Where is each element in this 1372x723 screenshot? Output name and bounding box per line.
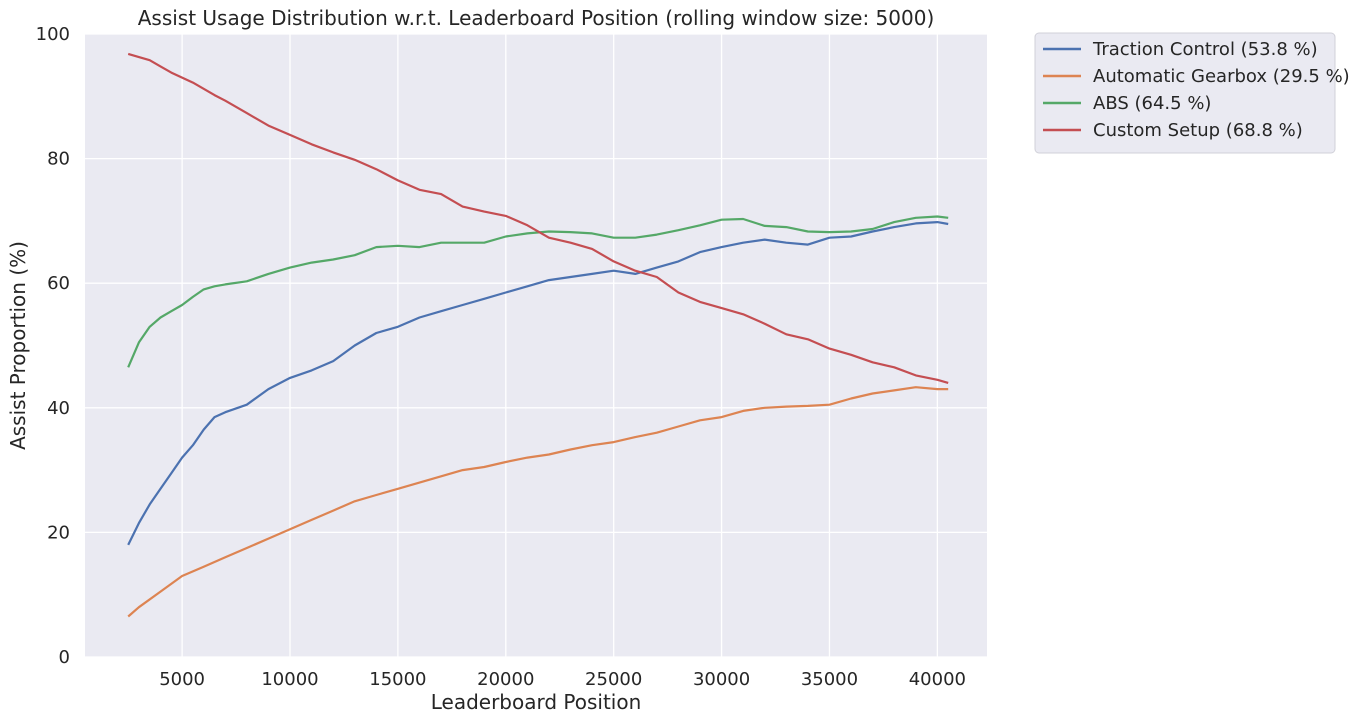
legend-box: [1034, 32, 1336, 154]
legend-entry: Automatic Gearbox (29.5 %): [1093, 66, 1350, 87]
y-axis-label: Assist Proportion (%): [6, 241, 30, 450]
x-tick-label: 40000: [909, 669, 966, 690]
y-tick-label: 100: [36, 24, 70, 45]
x-tick-labels: 5000 10000 15000 20000 25000 30000 35000 40000: [159, 669, 966, 690]
x-tick-label: 15000: [369, 669, 426, 690]
legend-entry: Custom Setup (68.8 %): [1093, 120, 1303, 141]
y-tick-label: 20: [47, 522, 70, 543]
x-tick-label: 5000: [159, 669, 205, 690]
y-tick-label: 60: [47, 273, 70, 294]
legend-entry: Traction Control (53.8 %): [1092, 39, 1318, 60]
y-tick-label: 0: [59, 647, 70, 668]
plot-area: [85, 34, 987, 657]
series-lines: [127, 52, 949, 618]
legend: Traction Control (53.8 %) Automatic Gearb…: [1034, 32, 1350, 154]
y-tick-label: 40: [47, 398, 70, 419]
series-line-3: [127, 215, 949, 368]
x-axis-label: Leaderboard Position: [431, 690, 642, 714]
chart-title: Assist Usage Distribution w.r.t. Leaderb…: [138, 6, 935, 30]
x-tick-label: 35000: [801, 669, 858, 690]
x-tick-label: 20000: [477, 669, 534, 690]
x-tick-label: 10000: [261, 669, 318, 690]
series-line-4: [127, 52, 949, 384]
x-tick-label: 30000: [693, 669, 750, 690]
y-tick-labels: 0 20 40 60 80 100: [36, 24, 70, 668]
legend-entry: ABS (64.5 %): [1093, 93, 1211, 114]
x-tick-label: 25000: [585, 669, 642, 690]
series-line-1: [127, 221, 949, 546]
series-line-2: [127, 386, 949, 618]
y-tick-label: 80: [47, 149, 70, 170]
